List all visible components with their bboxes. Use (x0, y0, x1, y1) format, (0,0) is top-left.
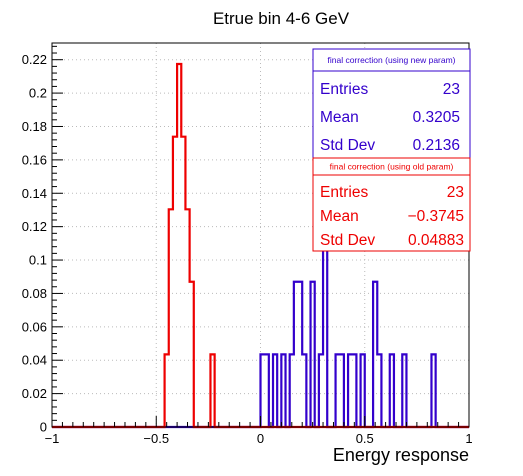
y-tick-label: 0.18 (22, 119, 47, 134)
y-tick-label: 0.1 (29, 253, 47, 268)
x-tick-label: −0.5 (143, 431, 169, 446)
y-tick-label: 0.16 (22, 152, 47, 167)
stats-old-entries-label: Entries (320, 184, 368, 201)
stats-new-entries-value: 23 (443, 81, 460, 98)
y-tick-label: 0.12 (22, 219, 47, 234)
stats-old-std-label: Std Dev (320, 232, 375, 249)
stats-old-mean-label: Mean (320, 208, 359, 225)
x-tick-label: 0.5 (356, 431, 374, 446)
stats-new-std-value: 0.2136 (413, 137, 460, 154)
stats-box-new-param: final correction (using new param) Entri… (313, 49, 470, 158)
x-tick-label: 1 (465, 431, 472, 446)
stats-new-label: final correction (using new param) (327, 55, 455, 65)
x-tick-label: −1 (45, 431, 60, 446)
y-tick-label: 0.2 (29, 86, 47, 101)
y-axis: 00.020.040.060.080.10.120.140.160.180.20… (22, 46, 63, 434)
x-tick-label: 0 (257, 431, 264, 446)
chart-title: Etrue bin 4-6 GeV (213, 9, 350, 28)
stats-old-entries-value: 23 (447, 184, 464, 201)
y-tick-label: 0.06 (22, 319, 47, 334)
stats-new-std-label: Std Dev (320, 137, 375, 154)
y-tick-label: 0.14 (22, 186, 47, 201)
stats-new-mean-value: 0.3205 (413, 109, 460, 126)
stats-old-mean-value: −0.3745 (408, 208, 464, 225)
stats-box-old-param: final correction (using old param) Entri… (313, 158, 470, 251)
stats-new-mean-label: Mean (320, 109, 359, 126)
stats-old-label: final correction (using old param) (330, 162, 454, 172)
y-tick-label: 0.04 (22, 353, 47, 368)
y-tick-label: 0.02 (22, 386, 47, 401)
x-axis: −1 −0.5 0 0.5 1 (45, 416, 473, 446)
y-tick-label: 0.08 (22, 286, 47, 301)
stats-old-std-value: 0.04883 (408, 232, 464, 249)
stats-new-entries-label: Entries (320, 81, 368, 98)
y-tick-label: 0.22 (22, 52, 47, 67)
x-axis-label: Energy response (333, 445, 469, 465)
